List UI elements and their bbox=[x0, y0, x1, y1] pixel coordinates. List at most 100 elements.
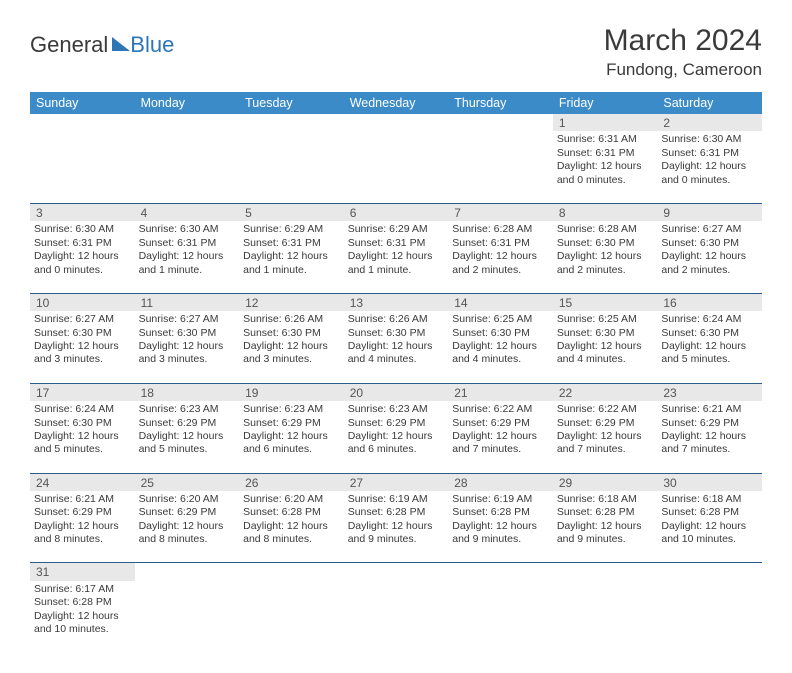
day-detail-cell: Sunrise: 6:20 AMSunset: 6:28 PMDaylight:… bbox=[239, 491, 344, 563]
day-number-cell: 27 bbox=[344, 473, 449, 491]
day-number-cell bbox=[135, 114, 240, 131]
daylight-line: Daylight: 12 hours and 0 minutes. bbox=[661, 160, 758, 187]
day-number-cell: 5 bbox=[239, 203, 344, 221]
sunrise-line: Sunrise: 6:29 AM bbox=[348, 223, 445, 236]
day-detail-cell bbox=[344, 581, 449, 653]
day-number-cell: 1 bbox=[553, 114, 658, 131]
daylight-line: Daylight: 12 hours and 5 minutes. bbox=[661, 340, 758, 367]
day-number-cell bbox=[30, 114, 135, 131]
daylight-line: Daylight: 12 hours and 0 minutes. bbox=[34, 250, 131, 277]
sunset-line: Sunset: 6:29 PM bbox=[34, 506, 131, 519]
sunset-line: Sunset: 6:30 PM bbox=[661, 237, 758, 250]
day-detail-cell: Sunrise: 6:30 AMSunset: 6:31 PMDaylight:… bbox=[135, 221, 240, 293]
daylight-line: Daylight: 12 hours and 2 minutes. bbox=[661, 250, 758, 277]
day-number-cell bbox=[239, 114, 344, 131]
day-number-cell: 21 bbox=[448, 383, 553, 401]
day-number-cell: 10 bbox=[30, 293, 135, 311]
logo-sail-icon bbox=[112, 37, 130, 51]
sunrise-line: Sunrise: 6:30 AM bbox=[139, 223, 236, 236]
day-number-cell bbox=[344, 114, 449, 131]
sunset-line: Sunset: 6:31 PM bbox=[557, 147, 654, 160]
day-detail-cell: Sunrise: 6:28 AMSunset: 6:30 PMDaylight:… bbox=[553, 221, 658, 293]
sunrise-line: Sunrise: 6:24 AM bbox=[661, 313, 758, 326]
sunset-line: Sunset: 6:30 PM bbox=[348, 327, 445, 340]
sunset-line: Sunset: 6:29 PM bbox=[661, 417, 758, 430]
sunrise-line: Sunrise: 6:30 AM bbox=[34, 223, 131, 236]
daynum-row: 12 bbox=[30, 114, 762, 131]
day-number-cell bbox=[239, 563, 344, 581]
daylight-line: Daylight: 12 hours and 6 minutes. bbox=[243, 430, 340, 457]
location: Fundong, Cameroon bbox=[604, 60, 762, 80]
page: General Blue March 2024 Fundong, Cameroo… bbox=[0, 0, 792, 673]
day-number-cell: 18 bbox=[135, 383, 240, 401]
day-detail-cell: Sunrise: 6:25 AMSunset: 6:30 PMDaylight:… bbox=[553, 311, 658, 383]
sunset-line: Sunset: 6:29 PM bbox=[139, 417, 236, 430]
day-number-cell: 24 bbox=[30, 473, 135, 491]
day-number-cell: 20 bbox=[344, 383, 449, 401]
sunset-line: Sunset: 6:30 PM bbox=[34, 327, 131, 340]
day-number-cell bbox=[553, 563, 658, 581]
day-detail-cell: Sunrise: 6:27 AMSunset: 6:30 PMDaylight:… bbox=[135, 311, 240, 383]
day-detail-cell: Sunrise: 6:29 AMSunset: 6:31 PMDaylight:… bbox=[239, 221, 344, 293]
sunrise-line: Sunrise: 6:26 AM bbox=[348, 313, 445, 326]
day-detail-cell: Sunrise: 6:27 AMSunset: 6:30 PMDaylight:… bbox=[30, 311, 135, 383]
daylight-line: Daylight: 12 hours and 1 minute. bbox=[243, 250, 340, 277]
day-number-cell: 25 bbox=[135, 473, 240, 491]
sunset-line: Sunset: 6:30 PM bbox=[34, 417, 131, 430]
sunrise-line: Sunrise: 6:23 AM bbox=[139, 403, 236, 416]
sunset-line: Sunset: 6:31 PM bbox=[139, 237, 236, 250]
day-number-cell: 6 bbox=[344, 203, 449, 221]
sunset-line: Sunset: 6:30 PM bbox=[452, 327, 549, 340]
day-detail-cell: Sunrise: 6:21 AMSunset: 6:29 PMDaylight:… bbox=[657, 401, 762, 473]
daylight-line: Daylight: 12 hours and 8 minutes. bbox=[243, 520, 340, 547]
day-detail-cell: Sunrise: 6:24 AMSunset: 6:30 PMDaylight:… bbox=[657, 311, 762, 383]
daylight-line: Daylight: 12 hours and 10 minutes. bbox=[34, 610, 131, 637]
day-detail-cell bbox=[30, 131, 135, 203]
sunset-line: Sunset: 6:30 PM bbox=[557, 237, 654, 250]
day-number-cell: 11 bbox=[135, 293, 240, 311]
sunrise-line: Sunrise: 6:24 AM bbox=[34, 403, 131, 416]
day-number-cell: 19 bbox=[239, 383, 344, 401]
daylight-line: Daylight: 12 hours and 7 minutes. bbox=[661, 430, 758, 457]
daylight-line: Daylight: 12 hours and 3 minutes. bbox=[139, 340, 236, 367]
sunset-line: Sunset: 6:29 PM bbox=[139, 506, 236, 519]
sunrise-line: Sunrise: 6:23 AM bbox=[348, 403, 445, 416]
day-number-cell: 28 bbox=[448, 473, 553, 491]
logo-text-general: General bbox=[30, 32, 108, 58]
day-number-cell: 30 bbox=[657, 473, 762, 491]
day-detail-cell: Sunrise: 6:17 AMSunset: 6:28 PMDaylight:… bbox=[30, 581, 135, 653]
day-detail-cell bbox=[657, 581, 762, 653]
day-detail-cell: Sunrise: 6:22 AMSunset: 6:29 PMDaylight:… bbox=[553, 401, 658, 473]
sunset-line: Sunset: 6:28 PM bbox=[348, 506, 445, 519]
day-number-cell: 26 bbox=[239, 473, 344, 491]
sunset-line: Sunset: 6:31 PM bbox=[243, 237, 340, 250]
daynum-row: 10111213141516 bbox=[30, 293, 762, 311]
weekday-header: Tuesday bbox=[239, 92, 344, 114]
daylight-line: Daylight: 12 hours and 3 minutes. bbox=[243, 340, 340, 367]
daylight-line: Daylight: 12 hours and 9 minutes. bbox=[452, 520, 549, 547]
daylight-line: Daylight: 12 hours and 1 minute. bbox=[139, 250, 236, 277]
weekday-header: Saturday bbox=[657, 92, 762, 114]
sunset-line: Sunset: 6:30 PM bbox=[661, 327, 758, 340]
daylight-line: Daylight: 12 hours and 6 minutes. bbox=[348, 430, 445, 457]
sunset-line: Sunset: 6:30 PM bbox=[557, 327, 654, 340]
sunrise-line: Sunrise: 6:30 AM bbox=[661, 133, 758, 146]
day-detail-cell: Sunrise: 6:18 AMSunset: 6:28 PMDaylight:… bbox=[553, 491, 658, 563]
weekday-header: Thursday bbox=[448, 92, 553, 114]
detail-row: Sunrise: 6:31 AMSunset: 6:31 PMDaylight:… bbox=[30, 131, 762, 203]
daylight-line: Daylight: 12 hours and 9 minutes. bbox=[348, 520, 445, 547]
day-number-cell bbox=[448, 563, 553, 581]
day-number-cell: 16 bbox=[657, 293, 762, 311]
title-block: March 2024 Fundong, Cameroon bbox=[604, 24, 762, 80]
sunset-line: Sunset: 6:29 PM bbox=[557, 417, 654, 430]
sunset-line: Sunset: 6:28 PM bbox=[661, 506, 758, 519]
sunrise-line: Sunrise: 6:23 AM bbox=[243, 403, 340, 416]
daylight-line: Daylight: 12 hours and 5 minutes. bbox=[34, 430, 131, 457]
day-detail-cell: Sunrise: 6:28 AMSunset: 6:31 PMDaylight:… bbox=[448, 221, 553, 293]
day-number-cell: 9 bbox=[657, 203, 762, 221]
sunset-line: Sunset: 6:30 PM bbox=[243, 327, 340, 340]
daylight-line: Daylight: 12 hours and 8 minutes. bbox=[139, 520, 236, 547]
daylight-line: Daylight: 12 hours and 3 minutes. bbox=[34, 340, 131, 367]
sunset-line: Sunset: 6:31 PM bbox=[34, 237, 131, 250]
weekday-header-row: SundayMondayTuesdayWednesdayThursdayFrid… bbox=[30, 92, 762, 114]
